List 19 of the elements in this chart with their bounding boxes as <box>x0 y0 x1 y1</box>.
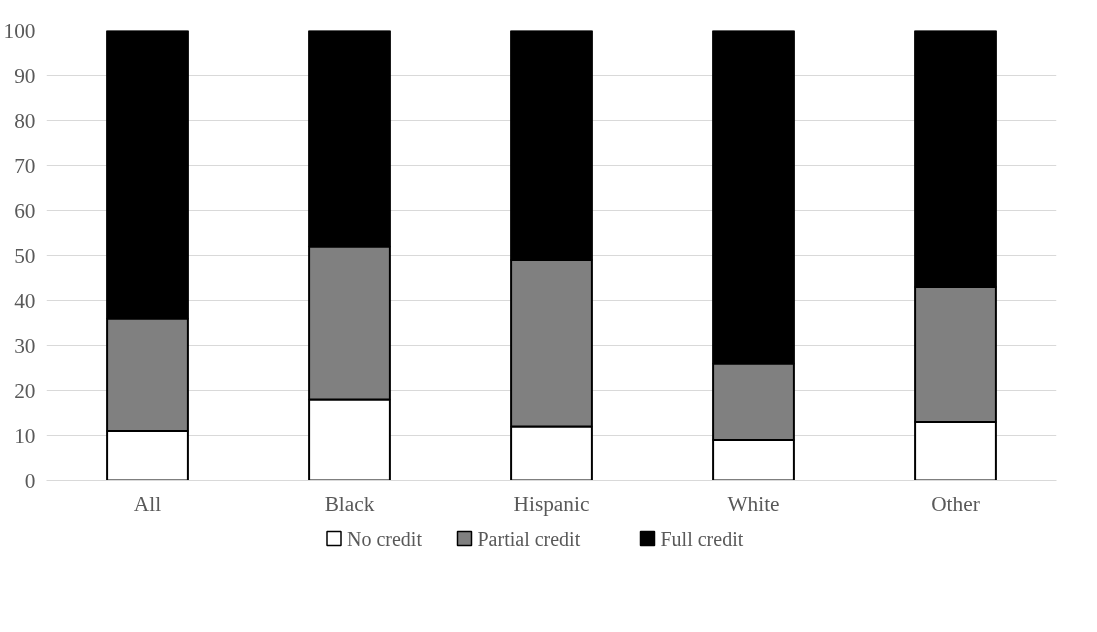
y-tick-label: 30 <box>14 333 36 358</box>
legend-label: No credit <box>347 527 423 550</box>
y-tick-label: 50 <box>14 243 36 268</box>
y-tick-label: 0 <box>24 468 36 493</box>
y-tick-label: 10 <box>14 423 36 448</box>
x-tick-label: Black <box>324 491 375 516</box>
x-tick-label: Other <box>931 491 980 516</box>
y-tick-label: 90 <box>14 63 36 88</box>
x-tick-label: White <box>727 491 780 516</box>
legend-label: Full credit <box>660 527 744 550</box>
x-tick-label: Hispanic <box>513 491 590 516</box>
y-tick-label: 60 <box>14 198 36 223</box>
x-tick-label: All <box>133 491 162 516</box>
y-tick-label: 100 <box>3 18 36 43</box>
legend-label: Partial credit <box>477 527 581 550</box>
y-tick-label: 80 <box>14 108 36 133</box>
y-tick-label: 20 <box>14 378 36 403</box>
y-tick-label: 40 <box>14 288 36 313</box>
y-tick-label: 70 <box>14 153 36 178</box>
